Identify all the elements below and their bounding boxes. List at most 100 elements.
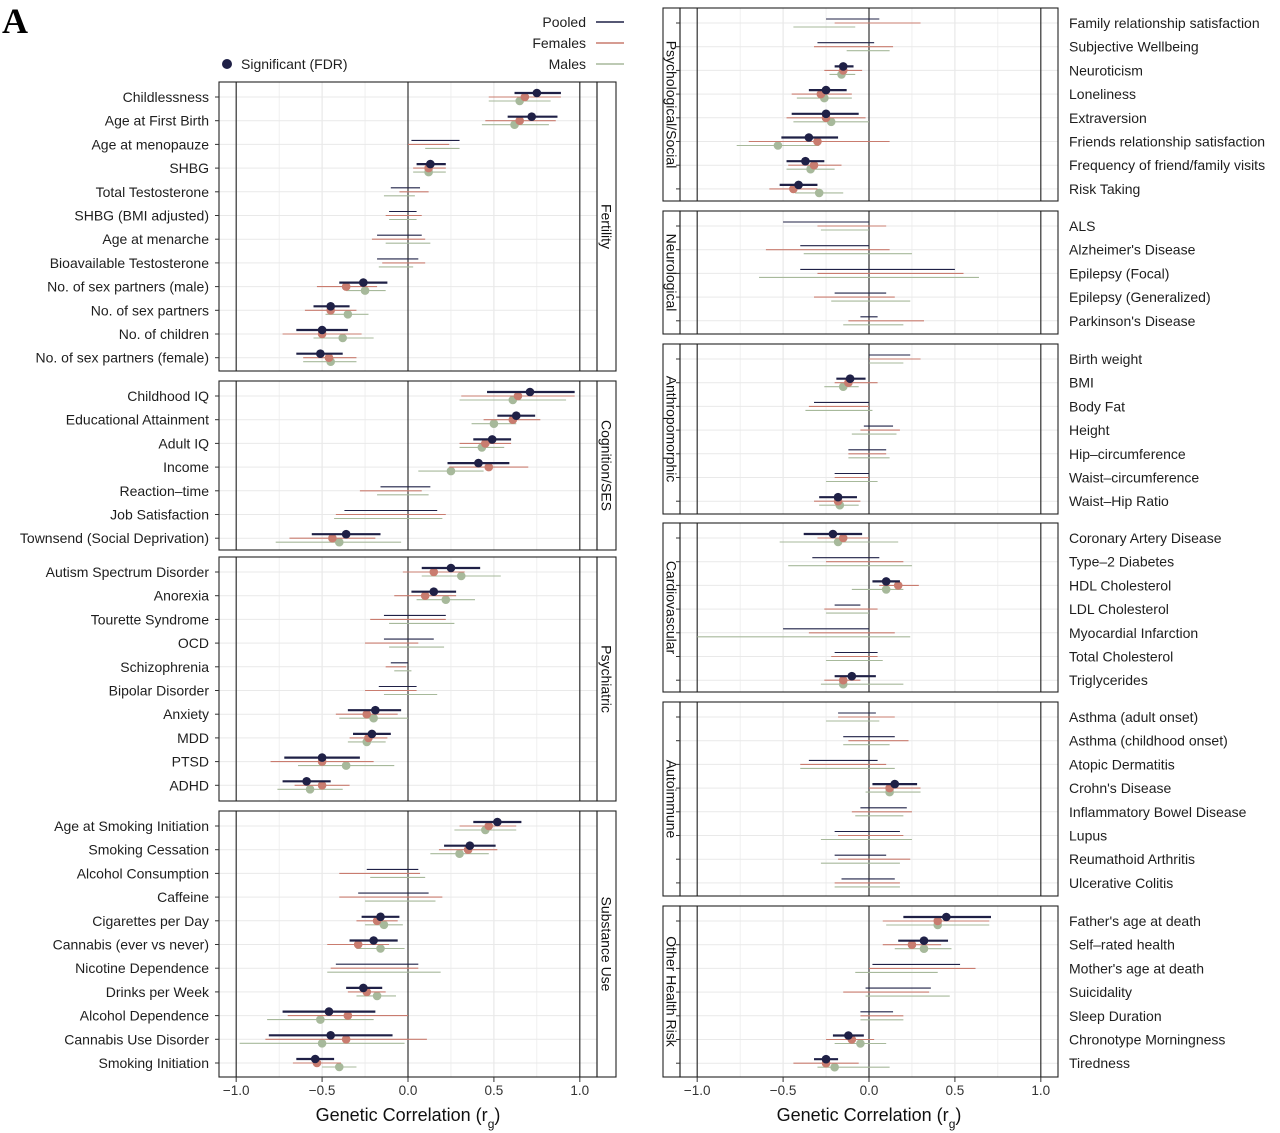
strip-label-psychological-social: Psychological/Social <box>664 41 680 169</box>
trait-row: Triglycerides <box>820 671 1148 689</box>
panel-border <box>218 380 598 551</box>
trait-label: LDL Cholesterol <box>1069 601 1169 617</box>
point-females <box>933 916 943 926</box>
panel-anthropomorphic: Anthropomorphic Birth weight BMI Body Fat He… <box>662 343 1199 515</box>
trait-label: Friends relationship satisfaction <box>1069 134 1265 150</box>
point-males <box>814 188 824 198</box>
x-axis-title-left: Genetic Correlation (rg) <box>316 1105 501 1131</box>
point-females <box>893 581 903 590</box>
trait-label: No. of sex partners (female) <box>35 350 209 366</box>
point-females <box>520 92 530 102</box>
trait-row: Smoking Initiation <box>98 1054 357 1072</box>
trait-label: Income <box>163 459 209 475</box>
point-pooled <box>326 302 335 311</box>
strip-label-fertility: Fertility <box>599 204 615 249</box>
point-females <box>484 821 494 831</box>
trait-label: Childhood IQ <box>127 388 209 404</box>
trait-row: Mother's age at death <box>855 960 1204 976</box>
trait-row: Subjective Wellbeing <box>814 39 1199 55</box>
trait-label: Chronotype Morningness <box>1069 1032 1225 1048</box>
trait-label: Coronary Artery Disease <box>1069 530 1222 546</box>
point-pooled <box>890 779 900 789</box>
point-pooled <box>794 180 803 190</box>
trait-row: Caffeine <box>157 889 443 905</box>
legend-significant-dot <box>222 59 232 69</box>
point-males <box>446 466 456 476</box>
trait-row: Smoking Cessation <box>88 841 498 858</box>
point-males <box>369 713 378 723</box>
panel-border <box>679 343 1059 515</box>
point-pooled <box>532 88 542 98</box>
trait-label: No. of children <box>119 326 209 342</box>
point-pooled <box>371 705 380 715</box>
trait-label: Type–2 Diabetes <box>1069 554 1174 570</box>
panel-autoimmune: Autoimmune Asthma (adult onset) Asthma (ch… <box>662 701 1247 897</box>
trait-label: Sleep Duration <box>1069 1008 1162 1024</box>
trait-label: Risk Taking <box>1069 181 1140 197</box>
point-females <box>809 160 819 170</box>
trait-label: Asthma (adult onset) <box>1069 709 1198 725</box>
strip-label-neurological: Neurological <box>664 234 680 312</box>
point-females <box>362 709 372 719</box>
point-pooled <box>302 777 311 786</box>
trait-row: No. of children <box>119 325 374 343</box>
point-pooled <box>367 729 377 739</box>
point-pooled <box>828 529 838 539</box>
point-males <box>334 1062 344 1072</box>
trait-label: MDD <box>177 730 209 746</box>
trait-label: Alzheimer's Disease <box>1069 242 1196 258</box>
trait-label: Asthma (childhood onset) <box>1069 733 1228 749</box>
trait-row: Height <box>851 422 1110 438</box>
point-males <box>341 761 351 770</box>
x-axis-title-right: Genetic Correlation (rg) <box>777 1105 962 1131</box>
point-males <box>456 571 466 581</box>
trait-row: Townsend (Social Deprivation) <box>20 529 402 547</box>
trait-row: Reaction–time <box>120 483 431 499</box>
point-males <box>338 333 348 343</box>
point-pooled <box>426 159 435 169</box>
trait-row: Cigarettes per Day <box>92 912 403 930</box>
trait-label: No. of sex partners <box>91 302 209 318</box>
point-females <box>324 353 334 363</box>
trait-row: Friends relationship satisfaction <box>736 133 1265 150</box>
trait-row: Bioavailable Testosterone <box>50 255 426 271</box>
x-tick-label: 0.0 <box>860 1083 879 1098</box>
trait-label: Ulcerative Colitis <box>1069 875 1173 891</box>
point-pooled <box>527 112 537 121</box>
point-pooled <box>942 912 951 922</box>
trait-label: ALS <box>1069 218 1095 234</box>
trait-row: Cannabis Use Disorder <box>64 1031 427 1048</box>
point-pooled <box>881 577 891 586</box>
point-females <box>429 567 439 577</box>
trait-label: PTSD <box>172 754 209 770</box>
trait-row: HDL Cholesterol <box>851 577 1171 594</box>
legend-label-females: Females <box>532 35 586 51</box>
trait-row: No. of sex partners <box>91 302 369 319</box>
trait-label: HDL Cholesterol <box>1069 577 1171 593</box>
trait-label: Inflammatory Bowel Disease <box>1069 804 1247 820</box>
x-axis-title-text-left: Genetic Correlation (r <box>316 1105 488 1125</box>
trait-label: Cannabis Use Disorder <box>64 1031 209 1047</box>
trait-row: Job Satisfaction <box>110 507 446 523</box>
trait-row: Sleep Duration <box>860 1008 1162 1024</box>
trait-row: Anxiety <box>163 705 408 723</box>
x-tick-label: 1.0 <box>1031 1083 1050 1098</box>
trait-label: Age at menarche <box>102 231 209 247</box>
trait-label: Self–rated health <box>1069 937 1175 953</box>
trait-row: Suicidality <box>843 984 1132 1000</box>
trait-row: Schizophrenia <box>120 659 412 675</box>
trait-row: Childhood IQ <box>127 387 575 405</box>
trait-row: Waist–Hip Ratio <box>814 492 1169 510</box>
x-tick-label: 0.5 <box>485 1083 504 1098</box>
legend-label-males: Males <box>549 56 586 72</box>
x-tick-label: −1.0 <box>684 1083 711 1098</box>
trait-label: Bioavailable Testosterone <box>50 255 210 271</box>
legend: Pooled Females Males Significant (FDR) <box>222 14 624 72</box>
trait-label: Reumathoid Arthritis <box>1069 851 1195 867</box>
trait-row: Drinks per Week <box>106 983 396 1001</box>
x-axis-right: −1.0 −0.5 0.0 0.5 1.0 <box>684 1077 1050 1098</box>
panel-border <box>679 210 1059 335</box>
x-axis-title-close-right: ) <box>955 1105 961 1125</box>
trait-row: ADHD <box>169 777 350 794</box>
